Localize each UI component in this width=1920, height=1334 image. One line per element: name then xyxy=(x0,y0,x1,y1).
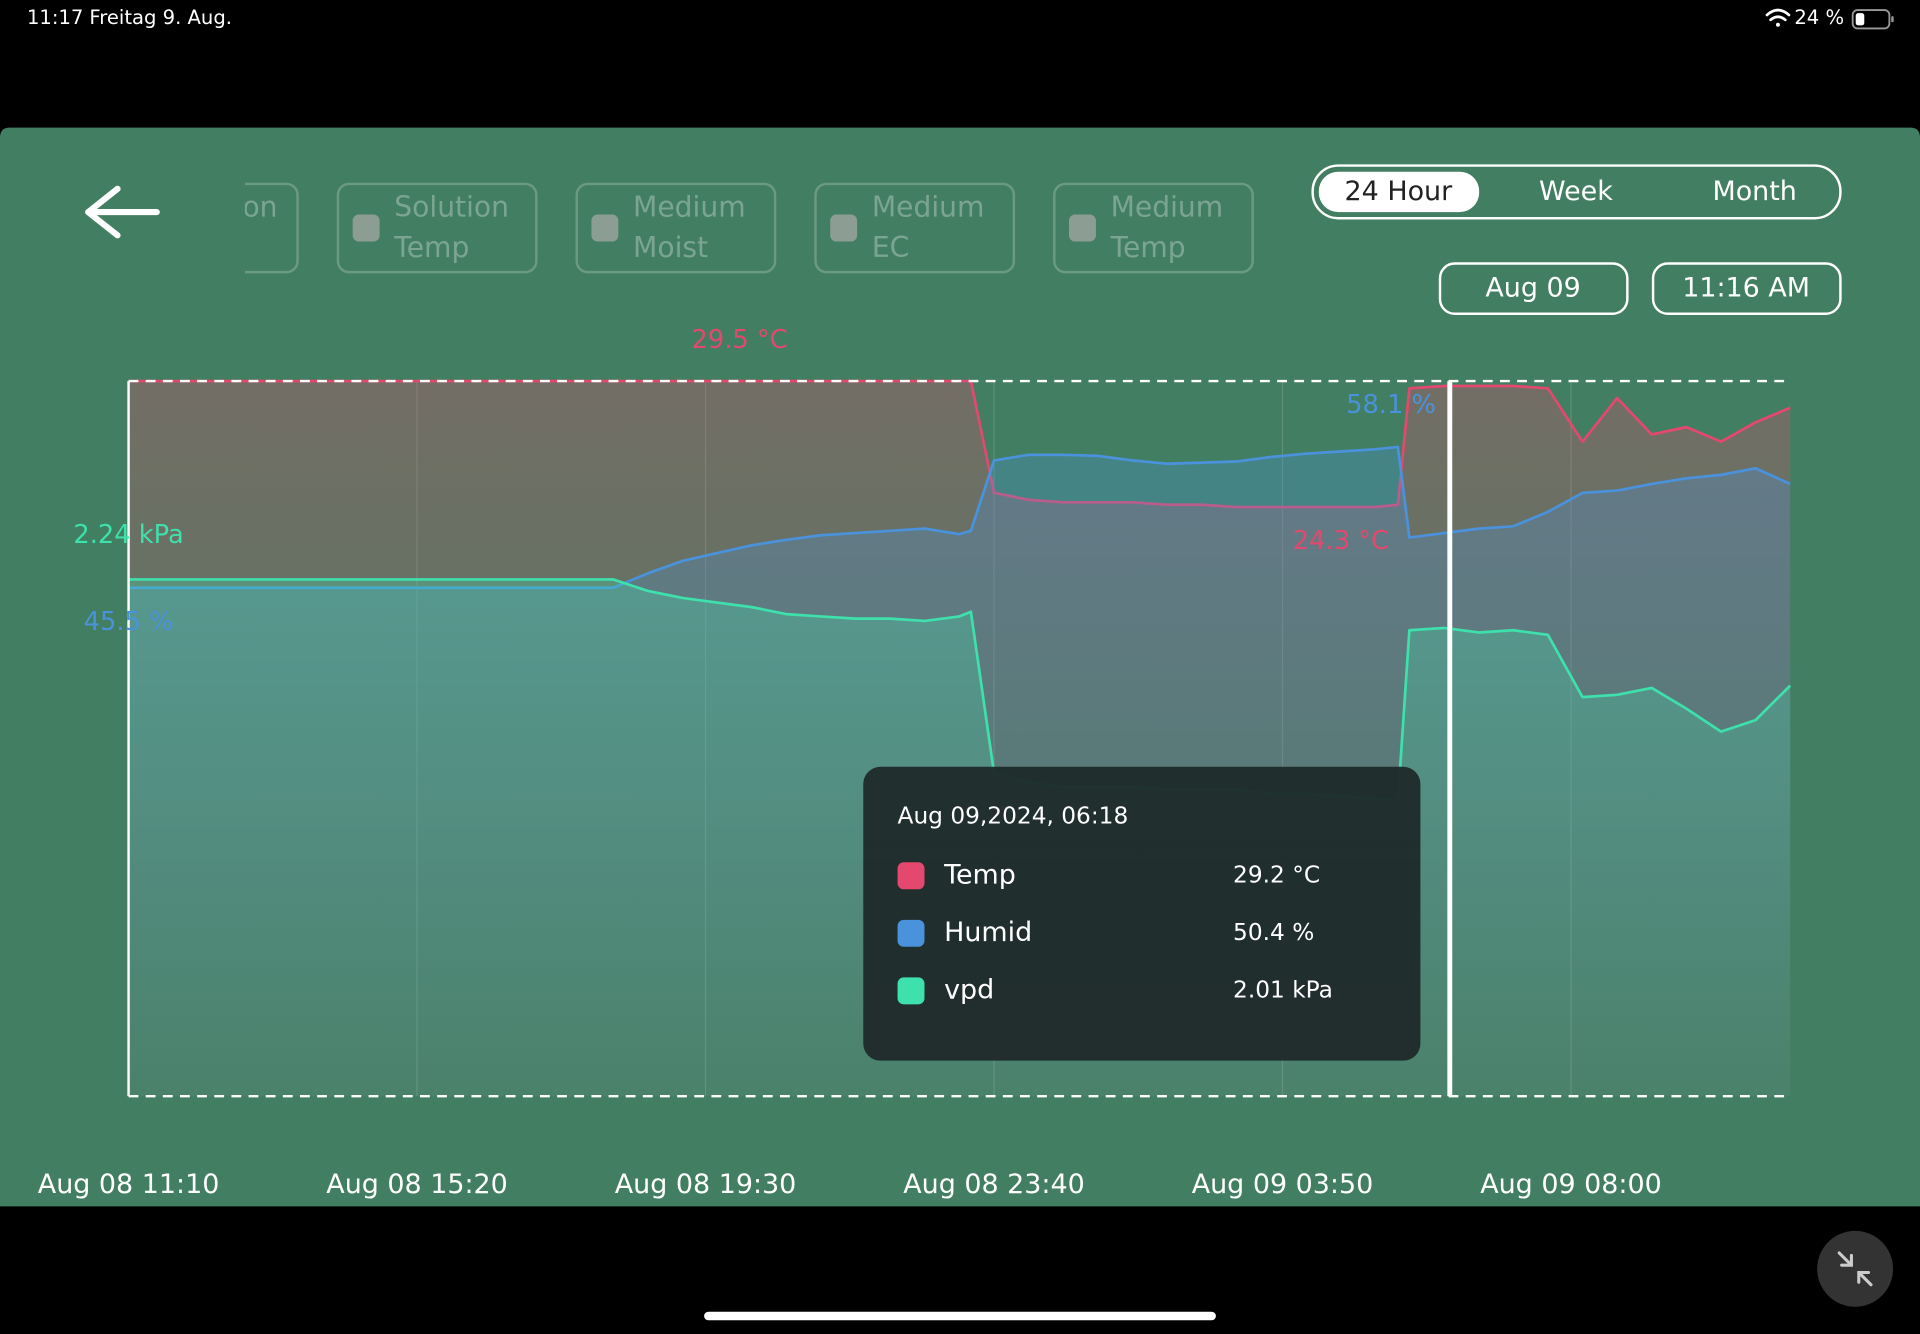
range-tab[interactable]: 24 Hour xyxy=(1345,176,1454,207)
back-button[interactable] xyxy=(85,185,160,239)
sensor-checkbox xyxy=(830,214,858,242)
home-indicator xyxy=(704,1311,1216,1321)
sensor-button-label: Temp xyxy=(1110,231,1186,264)
series-line xyxy=(128,578,1792,803)
sensor-button[interactable] xyxy=(1053,182,1254,274)
tooltip-swatch xyxy=(897,862,925,890)
series-extreme-label: 24.3 °C xyxy=(1293,526,1389,556)
battery-icon xyxy=(1851,9,1894,30)
x-tick-label: Aug 08 11:10 xyxy=(38,1169,220,1200)
tooltip-swatch xyxy=(897,977,925,1005)
x-tick-label: Aug 08 19:30 xyxy=(615,1169,797,1200)
sensor-button[interactable] xyxy=(99,182,299,274)
tooltip-value: 29.2 °C xyxy=(1233,861,1320,888)
time-button-label: 11:16 AM xyxy=(1682,273,1810,304)
sensor-buttons: on Solution Temp Medium Moist Medium EC Medium T… xyxy=(99,182,1254,274)
tooltip-series-name: vpd xyxy=(944,974,994,1005)
sensor-button-label: EC xyxy=(872,231,909,264)
sensor-button[interactable] xyxy=(814,182,1016,274)
sensor-button-label: Temp xyxy=(393,231,469,264)
x-tick-label: Aug 09 08:00 xyxy=(1480,1169,1662,1200)
tooltip-value: 50.4 % xyxy=(1233,919,1314,946)
minimize-button[interactable] xyxy=(1817,1230,1894,1307)
x-tick-label: Aug 08 15:20 xyxy=(326,1169,508,1200)
battery-percent: 24 % xyxy=(1794,6,1844,29)
x-tick-label: Aug 08 23:40 xyxy=(903,1169,1085,1200)
series-extreme-label: 29.5 °C xyxy=(691,325,787,355)
tooltip-title: Aug 09,2024, 06:18 xyxy=(898,803,1129,830)
sensor-button[interactable] xyxy=(336,182,538,274)
sensor-button[interactable] xyxy=(575,182,777,274)
sensor-checkbox xyxy=(1068,214,1096,242)
series-extreme-label: 2.24 kPa xyxy=(73,520,183,550)
sensor-checkbox xyxy=(591,214,619,242)
sensor-button-label: Solution xyxy=(394,190,509,223)
sensor-checkbox xyxy=(352,214,380,242)
sensor-button-label: Medium xyxy=(872,190,985,223)
date-button[interactable] xyxy=(1438,262,1629,315)
series-extreme-label: 58.1 % xyxy=(1346,390,1436,420)
sensor-button-label: Medium xyxy=(1111,190,1224,223)
tooltip-swatch xyxy=(897,919,925,947)
range-tab[interactable]: Month xyxy=(1712,176,1796,207)
range-tabs: 24 Hour Week Month xyxy=(1311,164,1842,220)
sensor-button-label: Medium xyxy=(633,190,746,223)
minimize-icon xyxy=(1837,1251,1873,1287)
status-date: Freitag 9. Aug. xyxy=(89,6,232,29)
status-time: 11:17 xyxy=(27,6,83,29)
tooltip-series-name: Temp xyxy=(943,859,1016,890)
tooltip-value: 2.01 kPa xyxy=(1233,976,1333,1003)
time-button[interactable] xyxy=(1651,262,1842,315)
sensor-button-label: Moist xyxy=(633,231,708,264)
tooltip-series-name: Humid xyxy=(944,917,1032,948)
tooltip xyxy=(863,766,1421,1061)
x-tick-label: Aug 09 03:50 xyxy=(1192,1169,1374,1200)
date-button-label: Aug 09 xyxy=(1485,273,1580,304)
tab-selected xyxy=(1318,171,1480,213)
tab-frame xyxy=(1311,164,1842,220)
range-tab[interactable]: Week xyxy=(1539,176,1613,207)
sensor-button-label: on xyxy=(242,190,277,223)
series-extreme-label: 45.5 % xyxy=(84,607,174,637)
wifi-icon xyxy=(1765,8,1791,27)
